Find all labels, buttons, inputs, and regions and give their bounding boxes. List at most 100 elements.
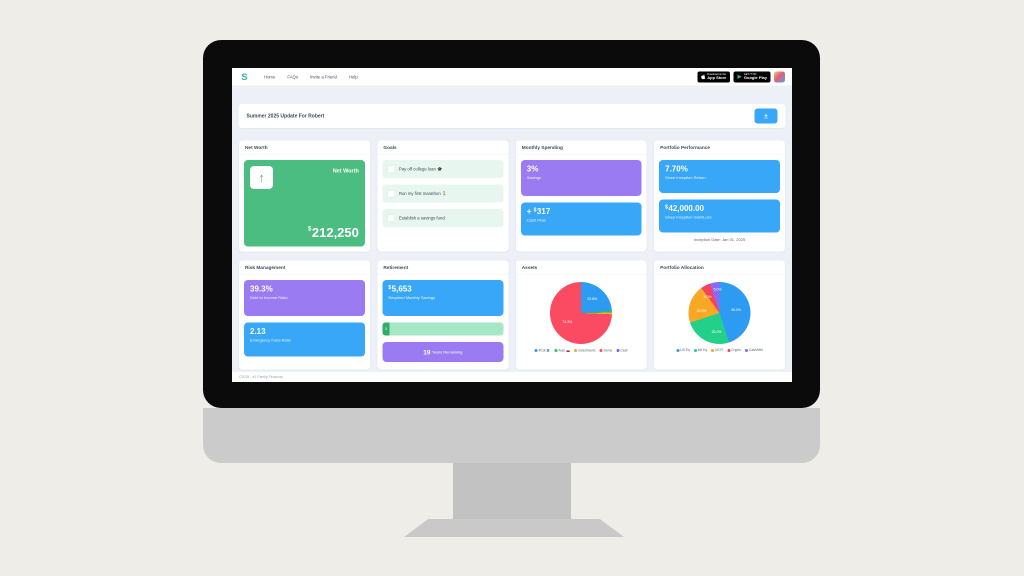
assets-pie-chart: 23.8% 74.3% [550,282,613,344]
up-arrow-icon: ↑ [250,166,273,189]
user-avatar[interactable] [774,71,785,83]
app-logo-icon[interactable]: S [239,71,250,82]
portfolio-allocation-card-title: Portfolio Allocation [654,261,785,275]
retirement-card-title: Retirement [377,261,509,275]
monthly-spending-card-title: Monthly Spending [515,141,647,155]
cash-flow-tile: + $317 Cash Flow [520,202,642,236]
net-worth-card: Net Worth ↑ Net Worth $212,250 [238,140,371,252]
pie-slice-label: 20.0% [696,309,707,313]
net-worth-tile: ↑ Net Worth $212,250 [244,160,365,247]
nav-item-help[interactable]: Help [348,74,358,80]
monthly-spending-card: Monthly Spending 3% Savings + $317 Cash … [515,140,648,252]
pie-slice-label: 45.0% [731,308,742,312]
footer: ©2025 · #1 Family Financial [232,371,792,382]
legend-item: Crypto [727,348,741,352]
gain-loss-label: Since Inception Gain/Loss [665,215,712,220]
portfolio-allocation-card: Portfolio Allocation 45.0% 25.0% 20.0% 5… [653,260,786,370]
nav-menu: Home FAQs Invite a Friend Help [264,74,358,79]
net-worth-amount: $212,250 [308,225,359,240]
google-play-badge[interactable]: GET IT ON Google Play [733,71,771,83]
page-title: Summer 2025 Update For Robert [246,113,325,119]
legend-dot [710,348,714,352]
required-savings-label: Required Monthly Savings [388,295,436,301]
cash-flow-value: + $317 [526,207,551,217]
assets-legend: 401k 🏦 Auto 🚗 Investments Home Cash [534,349,628,353]
emergency-fund-label: Emergency Fund Ratio [250,338,291,343]
nav-item-home[interactable]: Home [264,74,276,80]
legend-dot [574,349,578,352]
required-savings-tile: $5,653 Required Monthly Savings [382,280,504,316]
legend-dot [693,348,697,352]
legend-dot [676,348,680,352]
monitor-screen: S Home FAQs Invite a Friend Help Downloa… [232,68,792,382]
pie-slice-label: 23.8% [587,297,598,301]
goal-item[interactable]: Run my first marathon 🏃 [382,184,504,203]
currency-symbol: $ [533,207,537,214]
inception-return-tile: 7.70% Since Inception Return [659,160,780,193]
card-grid: Net Worth ↑ Net Worth $212,250 Goals [238,140,786,370]
monitor-chin [203,408,820,463]
legend-item: Cash [616,349,628,352]
savings-tile: 3% Savings [520,160,642,196]
required-savings-value: $5,653 [388,285,412,294]
goals-card: Goals Pay off college loan 🎓 Run my firs… [376,140,509,252]
risk-management-card: Risk Management 39.3% Debt to Income Rat… [238,260,371,370]
portfolio-performance-card-title: Portfolio Performance [654,141,785,155]
assets-card: Assets 23.8% 74.3% 401k 🏦 Auto 🚗 Investm… [515,260,648,370]
monitor-bezel: S Home FAQs Invite a Friend Help Downloa… [203,40,820,408]
emergency-fund-tile: 2.13 Emergency Fund Ratio [244,322,365,357]
nav-item-invite[interactable]: Invite a Friend [309,74,337,80]
years-remaining-label: Years Remaining [432,349,463,355]
legend-item: Auto 🚗 [554,349,570,353]
allocation-legend: US Eq Intl Eq US FI Crypto Cash/MM [676,348,763,352]
report-header: Summer 2025 Update For Robert [238,104,786,128]
google-play-label: Google Play [743,75,767,81]
currency-symbol: $ [308,225,312,232]
nav-item-faqs[interactable]: FAQs [287,74,298,80]
savings-label: Savings [526,175,541,181]
gain-loss-tile: $42,000.00 Since Inception Gain/Loss [659,199,780,233]
pie-slice-label: 25.0% [711,330,722,334]
app-store-badge[interactable]: Download on the App Store [697,71,730,83]
retirement-progress-bar: 3 [382,322,504,336]
footer-copyright: ©2025 · #1 Family Financial [239,375,283,379]
pie-slice-label: 5.0% [703,295,712,299]
legend-dot [534,349,538,352]
goals-card-title: Goals [377,141,509,155]
legend-item: Investments [574,349,596,352]
legend-dot [599,349,603,352]
goal-checkbox[interactable] [387,189,395,198]
google-play-tagline: GET IT ON [743,73,757,77]
legend-dot [554,349,558,352]
pie-slice-label: 74.3% [562,320,573,324]
svg-text:S: S [241,72,248,82]
years-remaining-value: 19 [423,348,431,356]
goal-item[interactable]: Pay off college loan 🎓 [382,160,504,178]
legend-item: 401k 🏦 [534,349,550,353]
pie-slice-label: 5.0% [713,287,722,292]
years-remaining-tile: 19 Years Remaining [382,342,504,362]
legend-dot [616,349,620,352]
portfolio-performance-card: Portfolio Performance 7.70% Since Incept… [653,140,786,252]
legend-dot [727,348,731,352]
goal-checkbox[interactable] [387,165,395,173]
legend-item: Intl Eq [693,348,707,352]
legend-item: US FI [710,348,723,352]
goal-checkbox[interactable] [387,214,395,222]
inception-return-label: Since Inception Return [665,175,706,181]
retirement-progress-fill: 3 [382,322,390,336]
assets-card-title: Assets [515,261,647,275]
net-worth-card-title: Net Worth [239,141,370,155]
inception-return-value: 7.70% [665,165,688,174]
emergency-fund-value: 2.13 [250,327,266,337]
dashboard-app: S Home FAQs Invite a Friend Help Downloa… [232,68,792,382]
goal-item[interactable]: Establish a savings fund [382,209,504,227]
goal-label: Run my first marathon 🏃 [398,190,448,196]
risk-management-card-title: Risk Management [239,261,370,275]
download-button[interactable] [754,108,778,124]
debt-to-income-value: 39.3% [250,285,273,294]
debt-to-income-tile: 39.3% Debt to Income Ratio [244,280,365,316]
gain-loss-value: $42,000.00 [665,204,704,214]
app-store-tagline: Download on the [707,73,727,77]
net-worth-tile-label: Net Worth [332,168,359,174]
